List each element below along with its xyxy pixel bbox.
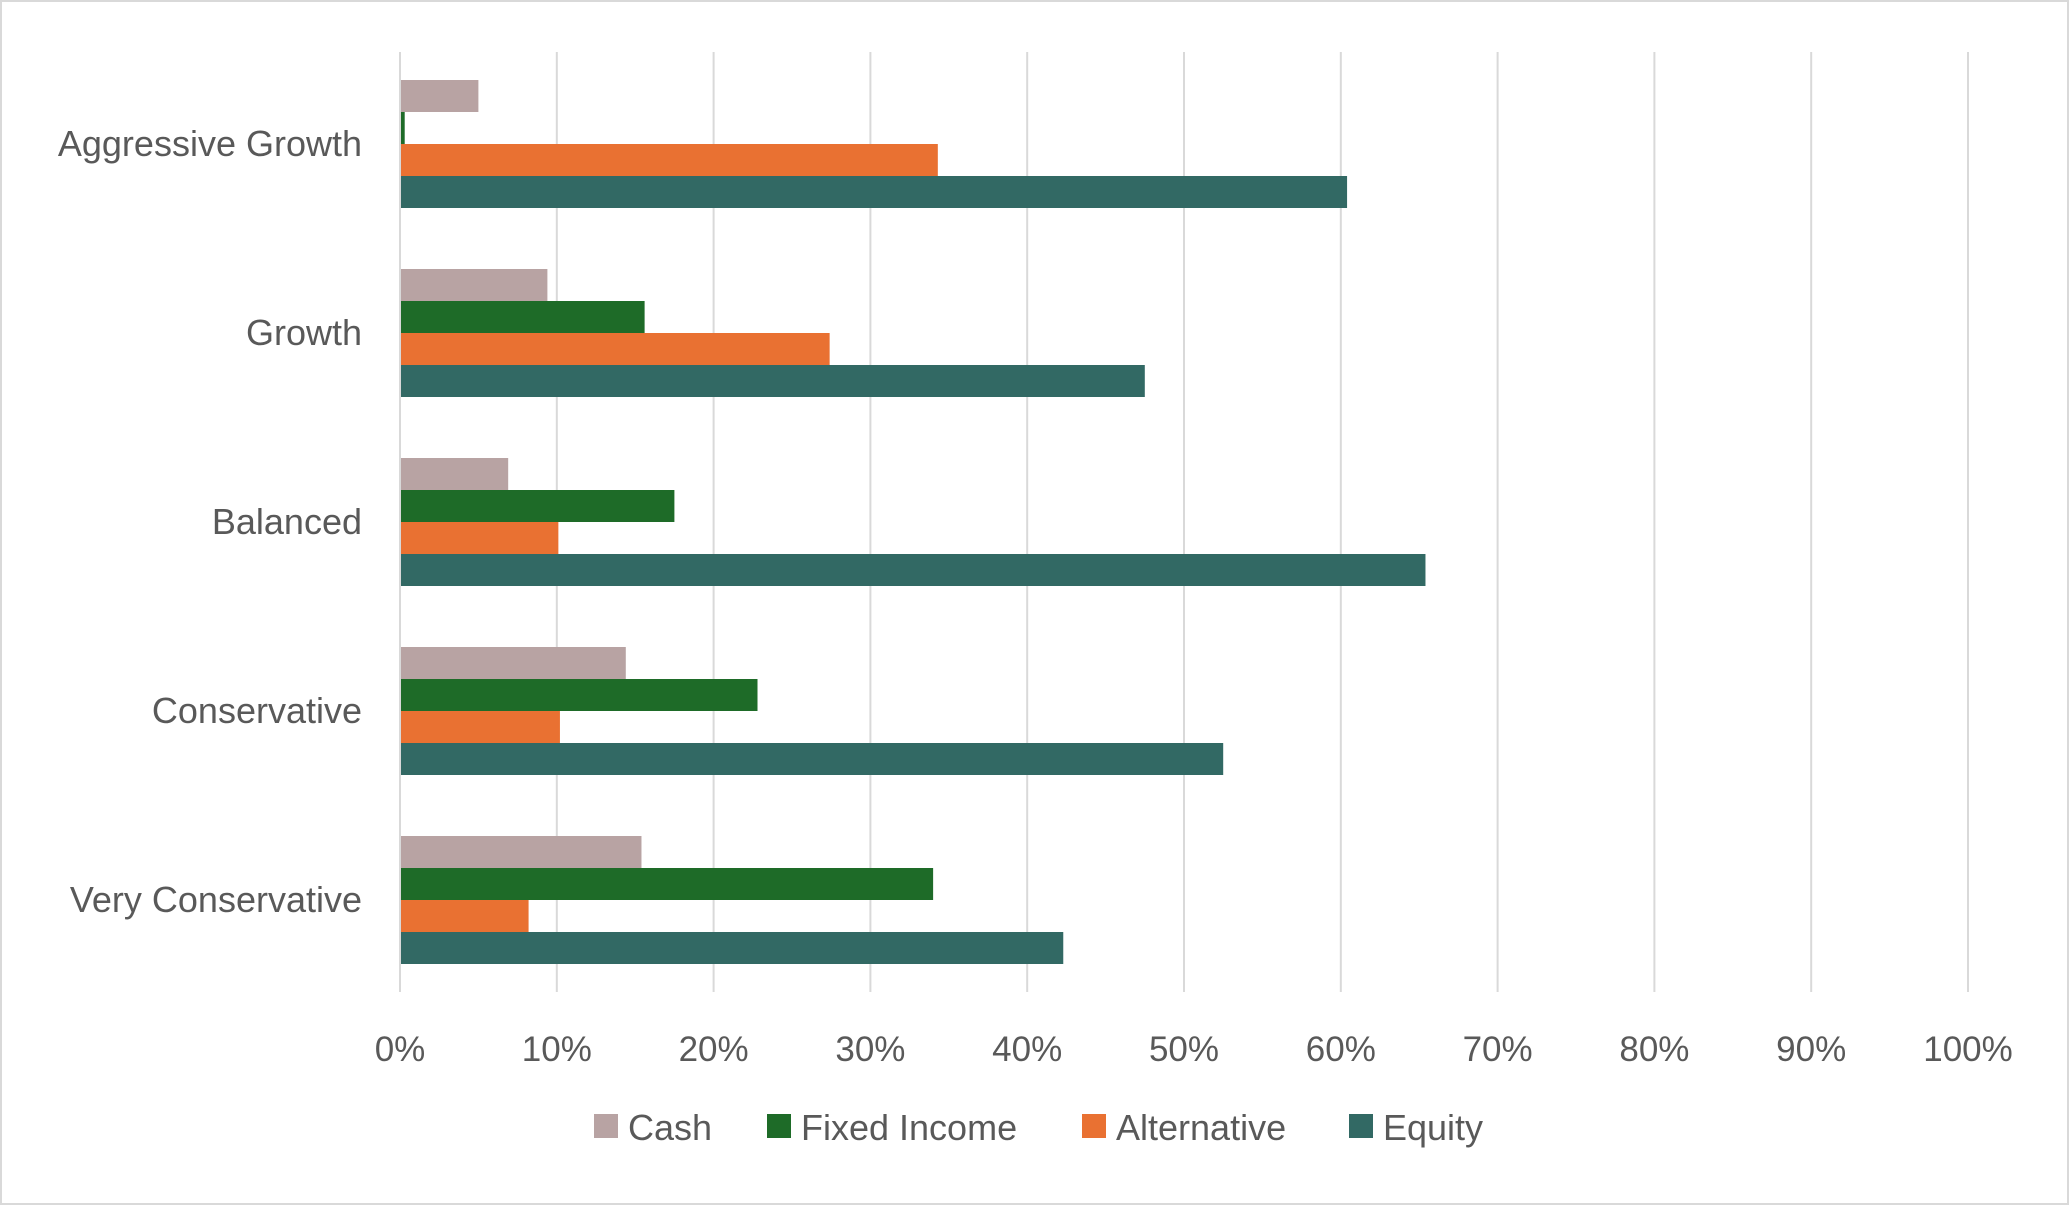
bar-equity [400,932,1064,964]
category-label: Balanced [212,501,362,542]
bar-alternative [400,711,560,743]
bar-alternative [400,900,529,932]
bar-alternative [400,522,559,554]
x-tick-label: 90% [1776,1030,1846,1069]
bar-cash [400,269,548,301]
bar-equity [400,176,1348,208]
x-tick-label: 30% [835,1030,905,1069]
bar-fixed-income [400,868,934,900]
bar-equity [400,743,1224,775]
bar-equity [400,554,1426,586]
legend-swatch [1349,1114,1373,1138]
category-label: Growth [246,312,362,353]
category-label: Very Conservative [70,879,362,920]
x-tick-label: 40% [992,1030,1062,1069]
bar-cash [400,836,642,868]
bar-cash [400,80,479,112]
legend-label: Equity [1383,1107,1483,1148]
legend-label: Alternative [1116,1107,1286,1148]
legend-label: Fixed Income [801,1107,1017,1148]
bar-cash [400,647,626,679]
legend-label: Cash [628,1107,712,1148]
legend-swatch [767,1114,791,1138]
bar-equity [400,365,1145,397]
bar-fixed-income [400,112,405,144]
bar-fixed-income [400,679,758,711]
axes: 0% 10% 20% 30% 40% 50% 60% 70% 80% 90% 100% Aggress… [58,52,2013,1069]
x-tick-label: 60% [1306,1030,1376,1069]
x-tick-label: 80% [1619,1030,1689,1069]
bar-fixed-income [400,301,645,333]
bar-cash [400,458,509,490]
category-label: Aggressive Growth [58,123,362,164]
x-tick-label: 20% [679,1030,749,1069]
bar-fixed-income [400,490,675,522]
bar-alternative [400,144,938,176]
category-label: Conservative [152,690,362,731]
gridlines [399,52,1969,992]
x-tick-label: 0% [375,1030,426,1069]
x-tick-label: 70% [1463,1030,1533,1069]
bar-alternative [400,333,830,365]
x-tick-label: 10% [522,1030,592,1069]
bars [400,80,1426,964]
legend-swatch [594,1114,618,1138]
x-tick-label: 50% [1149,1030,1219,1069]
x-tick-label: 100% [1923,1030,2013,1069]
legend: Cash Fixed Income Alternative Equity [594,1107,1483,1148]
legend-swatch [1082,1114,1106,1138]
